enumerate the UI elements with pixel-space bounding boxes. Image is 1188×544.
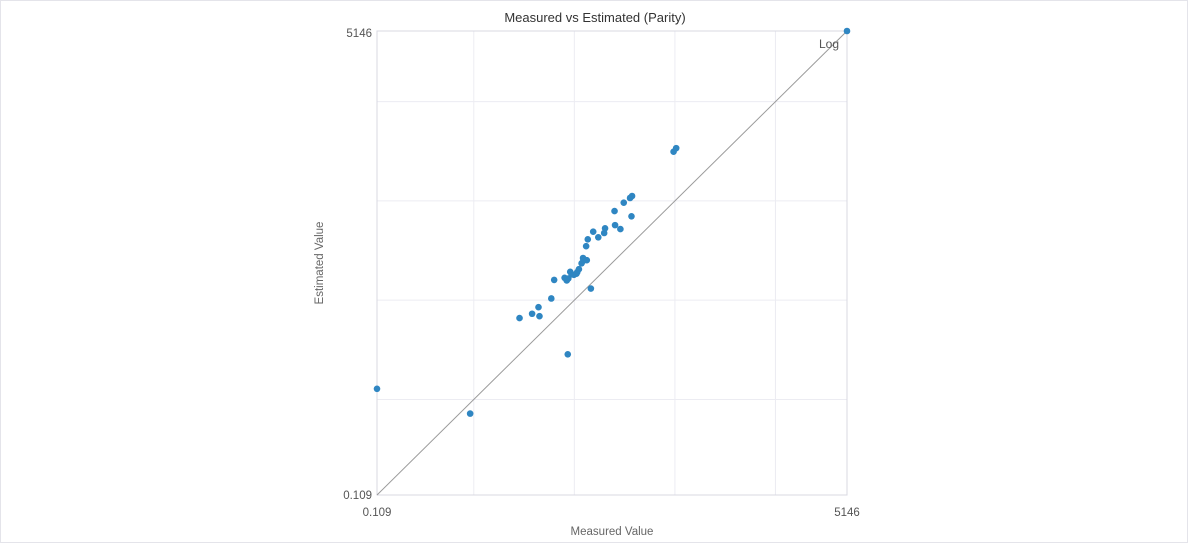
y-tick-label-min: 0.109 <box>343 490 372 502</box>
data-point <box>536 312 543 320</box>
data-point <box>548 295 555 302</box>
data-point <box>582 242 590 250</box>
data-point <box>528 310 536 318</box>
y-axis-title: Estimated Value <box>314 222 326 305</box>
data-point <box>620 199 628 206</box>
plot-area-border <box>376 30 848 496</box>
x-tick-label-max: 5146 <box>834 507 860 519</box>
data-point <box>575 265 583 273</box>
data-point <box>589 228 597 235</box>
data-point <box>628 192 636 200</box>
data-point <box>373 385 381 393</box>
data-point <box>628 212 635 220</box>
data-point <box>594 233 602 241</box>
x-axis-title: Measured Value <box>571 526 654 538</box>
data-point <box>583 256 591 264</box>
data-point <box>617 225 624 233</box>
data-point <box>584 236 592 243</box>
y-tick-label-max: 5146 <box>346 28 372 40</box>
data-point <box>564 350 572 358</box>
chart-title: Measured vs Estimated (Parity) <box>504 10 685 25</box>
data-point <box>535 303 542 311</box>
data-point <box>550 276 558 284</box>
x-tick-label-min: 0.109 <box>363 507 392 519</box>
data-point <box>843 27 851 35</box>
data-point <box>611 221 619 229</box>
data-point <box>516 314 523 322</box>
data-point <box>587 285 595 292</box>
data-point <box>601 224 609 232</box>
data-points <box>373 27 851 417</box>
data-point <box>611 207 618 215</box>
gridlines <box>377 31 847 495</box>
data-point <box>672 144 680 152</box>
parity-reference-line <box>376 30 848 496</box>
data-point <box>466 410 474 417</box>
log-scale-label: Log <box>819 37 839 51</box>
